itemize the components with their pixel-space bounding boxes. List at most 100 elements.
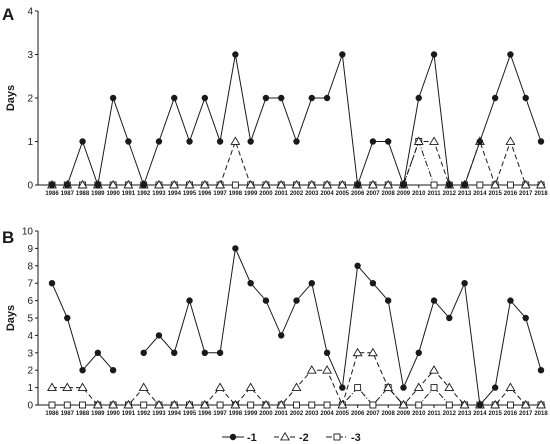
panel-b-ytick-label: 8 — [27, 261, 33, 272]
panel-b-series-3-point — [247, 401, 255, 409]
panel-a-series-1-point — [384, 138, 392, 145]
panel-b-series-1-point — [415, 349, 422, 356]
legend-item-2: -2 — [274, 431, 309, 444]
panel-b-series-3-point — [354, 384, 362, 392]
panel-a-series-2-point — [230, 136, 241, 145]
panel-b-series-1-point — [446, 314, 453, 322]
panel-a-xtick-label: 2010 — [412, 191, 426, 197]
panel-a-series-2-point — [337, 179, 348, 189]
panel-a-ytick-label: 0 — [27, 181, 33, 192]
legend-marker-3 — [333, 433, 341, 441]
panel-b-series-1-point — [94, 349, 102, 356]
panel-a-series-2-point — [169, 179, 180, 189]
panel-a-series-2-point — [184, 179, 195, 189]
panel-b-series-2-point — [260, 399, 271, 409]
panel-b-xtick-label: 1990 — [106, 411, 120, 417]
panel-b-series-1-point — [400, 384, 407, 391]
panel-b-series-2-point — [199, 399, 210, 409]
panel-a-xtick-label: 1998 — [229, 191, 243, 197]
panel-b-series-2-point — [276, 399, 287, 409]
panel-a-xtick-label: 1994 — [168, 191, 182, 197]
panel-a-series-1-point — [323, 94, 331, 102]
panel-b-series-3-point — [506, 401, 514, 409]
panel-b-xtick-label: 2010 — [412, 411, 426, 417]
panel-a-xtick-label: 2015 — [488, 191, 502, 197]
panel-b-series-3-point — [445, 401, 453, 409]
panel-a-series-1-point — [262, 94, 270, 102]
panel-b-xtick-label: 1997 — [213, 411, 227, 417]
panel-a-xtick-label: 1997 — [213, 191, 227, 197]
panel-a-series-2-point — [153, 179, 164, 189]
panel-b-xtick-label: 2015 — [488, 411, 502, 417]
panel-b-series-1-point — [308, 280, 315, 287]
panel-a-xtick-label: 1999 — [244, 191, 258, 197]
panel-b-series-1-point — [354, 262, 361, 269]
panel-b-xtick-label: 2018 — [534, 411, 548, 417]
panel-a-series-2-point — [536, 179, 546, 189]
panel-a-xtick-label: 1992 — [137, 191, 151, 197]
panel-a-series-3-line — [52, 139, 541, 186]
panel-label-b: B — [2, 228, 14, 247]
panel-b-series-1-point — [79, 367, 86, 374]
panel-a-series-1-point — [430, 51, 438, 58]
panel-a-series-1-point — [339, 51, 346, 58]
panel-b-xtick-label: 1995 — [183, 411, 197, 417]
panel-a-xtick-label: 2007 — [366, 191, 380, 197]
panel-b-series-2-line — [52, 352, 541, 407]
panel-b-series-3-point — [293, 401, 300, 409]
panel-b-series-2-point — [429, 365, 440, 374]
panel-b-xtick-label: 2001 — [275, 411, 289, 417]
panel-a-series-1-point — [278, 94, 285, 102]
panel-a-series-2-point — [429, 136, 440, 145]
panel-a-series-1-point — [308, 94, 315, 102]
panel-a-xtick-label: 1987 — [61, 191, 75, 197]
panel-b-series-2-point — [215, 382, 226, 391]
panel-b-series-2-point — [123, 399, 134, 409]
panel-b-series-2-point — [184, 399, 195, 409]
panel-a-series-1-point — [522, 94, 529, 102]
panel-a-xtick-label: 1991 — [122, 191, 136, 197]
panel-a-series-2-point — [367, 179, 378, 189]
panel-b-series-2-point — [92, 399, 103, 409]
panel-b-series-1-point — [48, 280, 56, 287]
panel-b-series-2-point — [306, 365, 317, 374]
legend-label-2: -2 — [299, 432, 309, 444]
panel-b-series-1-point — [232, 245, 239, 252]
panel-b-series-1-point — [186, 297, 193, 304]
panel-a-xtick-label: 2016 — [504, 191, 518, 197]
panel-b-series-2 — [47, 347, 546, 409]
panel-a-series-1-point — [446, 181, 453, 189]
panel-a-series-3-point — [231, 181, 239, 189]
panel-a-series-2-point — [276, 179, 287, 189]
panel-a-xtick-label: 1996 — [198, 191, 212, 197]
panel-b-series-2-point — [383, 382, 394, 391]
panel-a-series-1-point — [94, 181, 102, 189]
panel-a-series-1-point — [48, 181, 56, 189]
panel-a-series-2-point — [77, 179, 88, 189]
panel-a-series-2-line — [52, 139, 541, 187]
panel-b-series-1-point — [384, 297, 392, 304]
panel-a-series-1-point — [232, 51, 239, 58]
panel-a-ytick-label: 2 — [27, 94, 33, 105]
panel-b-series-1-point — [216, 349, 224, 356]
panel-b-series-2-point — [352, 347, 363, 357]
panel-b-series-2-point — [444, 382, 455, 391]
panel-b-series-1 — [48, 245, 545, 409]
panel-b-series-3-point — [48, 401, 56, 409]
panel-b-series-3-point — [430, 384, 438, 392]
panel-a-xtick-label: 1990 — [106, 191, 120, 197]
panel-a-series-2-point — [505, 136, 516, 145]
panel-b-xtick-label: 1992 — [137, 411, 151, 417]
panel-a-xtick-label: 2005 — [336, 191, 350, 197]
panel-a-series-2-point — [306, 179, 317, 189]
panel-b-xtick-label: 1994 — [168, 411, 182, 417]
panel-b-xtick-label: 1986 — [45, 411, 59, 417]
panel-b-series-1-point — [262, 297, 270, 304]
panel-a-xtick-label: 2008 — [382, 191, 396, 197]
panel-b-xtick-label: 2003 — [305, 411, 319, 417]
panel-b-xtick-label: 1996 — [198, 411, 212, 417]
panel-b-series-2-point — [322, 365, 333, 374]
panel-b-series-3-point — [140, 401, 148, 409]
panel-b-series-2-point — [505, 382, 516, 391]
